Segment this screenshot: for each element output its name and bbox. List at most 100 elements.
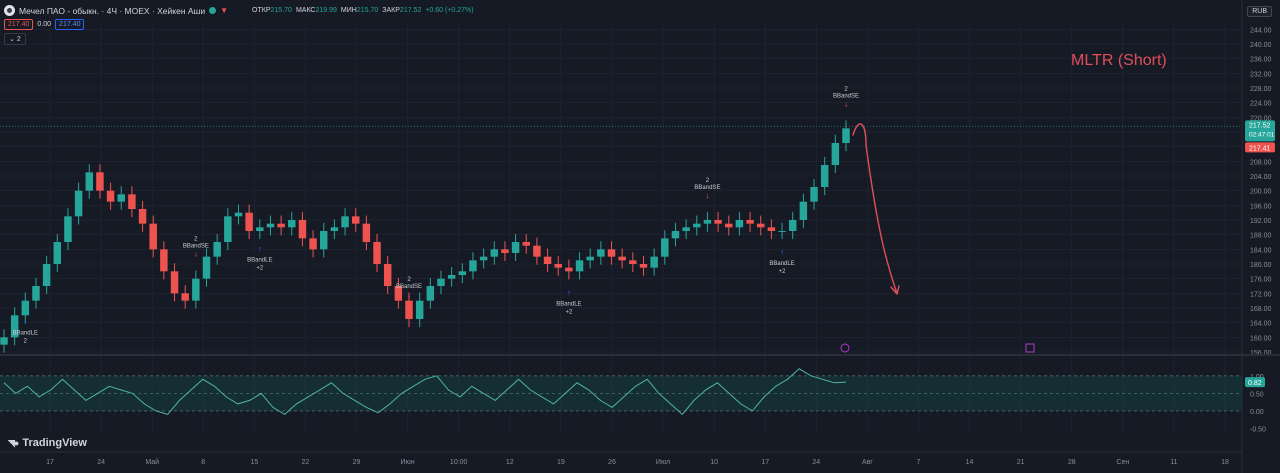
price-tick-label: 208.00 bbox=[1250, 159, 1272, 166]
ohlc-value: +0.60 (+0.27%) bbox=[425, 7, 474, 14]
signal-label: BBandLE bbox=[13, 331, 38, 337]
signal-qty: 2 bbox=[407, 277, 411, 283]
ohlc-item: +0.60 (+0.27%) bbox=[425, 7, 473, 14]
candle-body bbox=[0, 337, 8, 345]
osc-tick-label: -0.50 bbox=[1250, 426, 1266, 433]
candle-body bbox=[778, 231, 786, 232]
price-tick-label: 184.00 bbox=[1250, 247, 1272, 254]
time-tick-label: 18 bbox=[1221, 459, 1229, 466]
price-tick-label: 188.00 bbox=[1250, 233, 1272, 240]
candle-body bbox=[394, 286, 403, 301]
candle-body bbox=[405, 300, 413, 319]
time-tick-label: 17 bbox=[761, 459, 769, 466]
price-tick-label: 172.00 bbox=[1250, 291, 1272, 298]
signal-label: BBandSE bbox=[396, 284, 422, 290]
time-tick-label: 11 bbox=[1170, 459, 1177, 466]
time-tick-label: 21 bbox=[1017, 459, 1025, 466]
candle-body bbox=[32, 286, 40, 301]
candle-body bbox=[650, 256, 658, 268]
signal-arrow-up-icon: ↑ bbox=[780, 248, 784, 257]
signal-arrow-down-icon: ↓ bbox=[407, 290, 411, 299]
candle-body bbox=[757, 223, 765, 228]
price-tick-label: 176.00 bbox=[1250, 277, 1272, 284]
candle-body bbox=[725, 223, 733, 228]
price-tick-label: 228.00 bbox=[1250, 86, 1272, 93]
candle-body bbox=[53, 242, 62, 264]
symbol-legend[interactable]: Мечел ПАО - обыкн. · 4Ч · MOEX · Хейкен … bbox=[4, 5, 474, 16]
price-tick-label: 244.00 bbox=[1250, 27, 1272, 34]
ohlc-value: 217.52 bbox=[399, 7, 422, 14]
candle-body bbox=[479, 256, 488, 261]
time-tick-label: 22 bbox=[302, 459, 310, 466]
candle-body bbox=[256, 227, 264, 231]
candle-body bbox=[437, 278, 445, 286]
candle-body bbox=[597, 249, 605, 257]
tradingview-logo[interactable]: ◥● TradingView bbox=[8, 437, 87, 449]
candle-body bbox=[735, 220, 744, 228]
time-tick-label: 24 bbox=[97, 459, 105, 466]
signal-arrow-up-icon: ↑ bbox=[23, 318, 27, 327]
candle-body bbox=[64, 216, 72, 242]
candle-body bbox=[288, 220, 296, 228]
candle-body bbox=[74, 190, 83, 217]
candle-body bbox=[415, 300, 424, 319]
candle-body bbox=[106, 190, 115, 202]
countdown-label: 02:47:01 bbox=[1249, 131, 1275, 138]
candle-body bbox=[10, 315, 19, 338]
time-tick-label: 24 bbox=[812, 459, 820, 466]
trade-annotation-text[interactable]: MLTR (Short) bbox=[1071, 52, 1167, 69]
price-tick-label: 224.00 bbox=[1250, 101, 1272, 108]
candle-body bbox=[128, 194, 136, 209]
candle-body bbox=[511, 242, 520, 253]
candle-body bbox=[298, 220, 307, 239]
candle-body bbox=[362, 223, 371, 242]
osc-last-value-bg bbox=[1245, 377, 1265, 388]
currency-button[interactable]: RUB bbox=[1247, 6, 1272, 17]
signal-label: BBandLE bbox=[769, 261, 794, 267]
signal-arrow-down-icon: ↓ bbox=[194, 250, 198, 259]
buy-button[interactable]: 217.40 bbox=[55, 19, 85, 30]
ohlc-key: ЗАКР bbox=[382, 7, 400, 14]
candle-body bbox=[458, 271, 467, 275]
signal-arrow-down-icon: ↓ bbox=[844, 99, 848, 108]
signal-label: BBandLE bbox=[247, 257, 272, 263]
candle-body bbox=[693, 223, 701, 228]
signal-arrow-up-icon: ↑ bbox=[258, 244, 262, 253]
candle-body bbox=[330, 227, 339, 231]
price-tick-label: 220.00 bbox=[1250, 115, 1272, 122]
market-open-dot-icon bbox=[209, 7, 217, 14]
candle-body bbox=[533, 245, 541, 257]
trade-buttons: 217.40 0.00 217.40 bbox=[4, 19, 85, 30]
candle-body bbox=[618, 256, 626, 261]
time-tick-label: Сен bbox=[1116, 459, 1129, 466]
indicators-toggle[interactable]: ⌄ 2 bbox=[4, 33, 26, 45]
alt-price-label: 217.41 bbox=[1249, 145, 1271, 152]
candle-body bbox=[575, 260, 584, 272]
ohlc-value: 215.70 bbox=[356, 7, 379, 14]
ohlc-values: ОТКР215.70 МАКС219.99 МИН215.70 ЗАКР217.52 +… bbox=[252, 7, 474, 14]
time-tick-label: 10:00 bbox=[450, 459, 468, 466]
candle-body bbox=[522, 242, 530, 246]
symbol-title[interactable]: Мечел ПАО - обыкн. · 4Ч · MOEX · Хейкен … bbox=[19, 5, 206, 16]
candle-body bbox=[682, 227, 690, 231]
candle-body bbox=[842, 128, 850, 143]
candle-body bbox=[96, 172, 104, 191]
signal-label: BBandLE bbox=[556, 301, 581, 307]
tradingview-mark-icon: ◥● bbox=[8, 437, 19, 448]
candle-body bbox=[490, 249, 499, 257]
candle-body bbox=[170, 271, 179, 294]
candle-body bbox=[543, 256, 552, 264]
spread-value: 0.00 bbox=[37, 21, 52, 28]
symbol-logo-icon bbox=[4, 5, 15, 16]
ohlc-value: 215.70 bbox=[270, 7, 292, 14]
ohlc-key: ОТКР bbox=[252, 7, 271, 14]
chevron-down-icon: ⌄ bbox=[9, 36, 15, 43]
candle-body bbox=[138, 209, 147, 224]
sell-button[interactable]: 217.40 bbox=[4, 19, 34, 30]
osc-last-value: 0.82 bbox=[1248, 380, 1262, 387]
candle-body bbox=[447, 275, 456, 279]
alt-price-label-bg bbox=[1245, 142, 1275, 153]
price-tick-label: 164.00 bbox=[1250, 321, 1272, 328]
ohlc-item: МАКС219.99 bbox=[296, 7, 337, 14]
